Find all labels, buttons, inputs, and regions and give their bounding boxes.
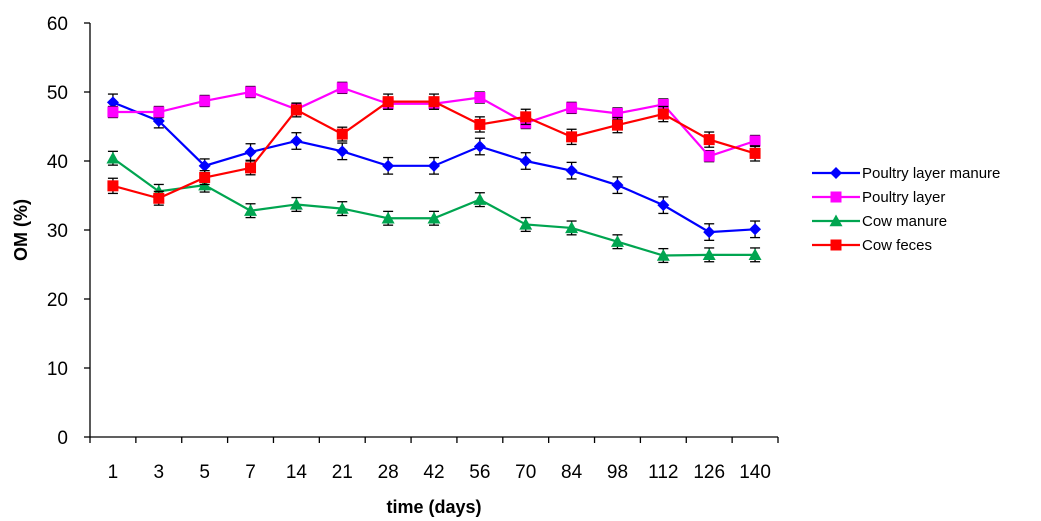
data-point [245,86,257,98]
legend-label: Poultry layer [862,189,945,206]
data-point [703,150,715,162]
series-3 [107,93,761,206]
legend-label: Cow manure [862,213,947,230]
plot-area [106,81,762,264]
data-point [473,193,487,205]
data-point [656,249,670,261]
x-tick-label: 1 [108,462,119,483]
data-point [428,159,440,172]
data-point [382,96,394,108]
x-tick-label: 112 [648,462,678,483]
data-point [657,199,670,212]
data-point [244,146,257,159]
y-tick-label: 10 [47,359,68,380]
data-point [199,95,211,107]
x-tick-label: 70 [515,462,536,483]
y-tick-label: 50 [47,83,68,104]
data-point [245,162,257,174]
data-point [199,172,211,184]
legend-marker [830,191,842,203]
data-point [106,96,119,109]
legend-marker [830,167,842,179]
data-point [611,107,623,119]
x-tick-label: 56 [469,462,490,483]
series-2 [106,150,762,264]
data-point [749,147,761,159]
x-tick-label: 98 [607,462,628,483]
legend-label: Poultry layer manure [862,165,1000,182]
legend-marker [830,239,842,251]
data-point [519,155,532,167]
x-tick-label: 14 [286,462,308,483]
x-tick-label: 7 [245,462,256,483]
data-point [748,248,762,261]
data-point [290,134,303,147]
data-point [657,98,669,110]
x-tick-label: 21 [332,462,353,483]
legend-marker [829,214,843,227]
legend: Poultry layer manure Poultry layer Cow man… [812,165,1000,254]
data-point [153,192,165,204]
y-axis-title: OM (%) [11,199,31,261]
data-point [611,119,623,131]
legend-item: Cow manure [812,213,947,230]
data-point [566,102,578,114]
x-tick-label: 28 [378,462,399,483]
data-point [657,108,669,120]
data-point [289,197,303,210]
y-tick-label: 60 [47,14,68,35]
data-point [702,248,716,261]
x-axis-title: time (days) [386,497,481,517]
x-tick-label: 5 [199,462,210,483]
legend-item: Poultry layer [812,189,945,206]
data-point [749,135,761,147]
legend-label: Cow feces [862,237,932,254]
data-point [749,223,762,236]
x-tick-label: 140 [739,462,771,483]
legend-item: Poultry layer manure [812,165,1000,182]
data-point [520,111,532,123]
data-point [703,134,715,146]
y-tick-label: 40 [47,152,68,173]
data-point [335,202,349,214]
series-0 [106,93,762,242]
data-point [427,211,441,224]
data-point [153,106,165,118]
y-tick-label: 30 [47,221,68,242]
x-tick-label: 126 [693,462,725,483]
x-tick-label: 42 [423,462,444,483]
data-point [336,145,349,158]
data-point [382,159,395,172]
data-point [473,140,486,153]
data-point [428,96,440,108]
data-point [198,159,211,172]
data-point [519,217,533,230]
data-point [290,104,302,116]
x-tick-label: 3 [154,462,165,483]
data-point [565,164,578,177]
data-point [610,235,624,247]
data-point [336,82,348,94]
x-tick-label: 84 [561,462,583,483]
y-tick-label: 20 [47,290,68,311]
data-point [106,151,120,164]
data-point [474,92,486,104]
data-point [703,226,716,239]
y-tick-label: 0 [57,428,68,449]
data-point [107,180,119,192]
legend-item: Cow feces [812,237,932,254]
data-point [336,128,348,140]
data-point [566,131,578,143]
data-point [565,221,579,234]
data-point [107,106,119,118]
data-point [611,179,624,192]
x-axis: 1 3 5 7 14 21 28 42 56 70 84 98 112 126 140 [89,436,779,483]
data-point [381,211,395,224]
data-point [474,118,486,130]
y-axis: 0 10 20 30 40 50 60 [47,14,91,449]
data-point [244,204,258,216]
